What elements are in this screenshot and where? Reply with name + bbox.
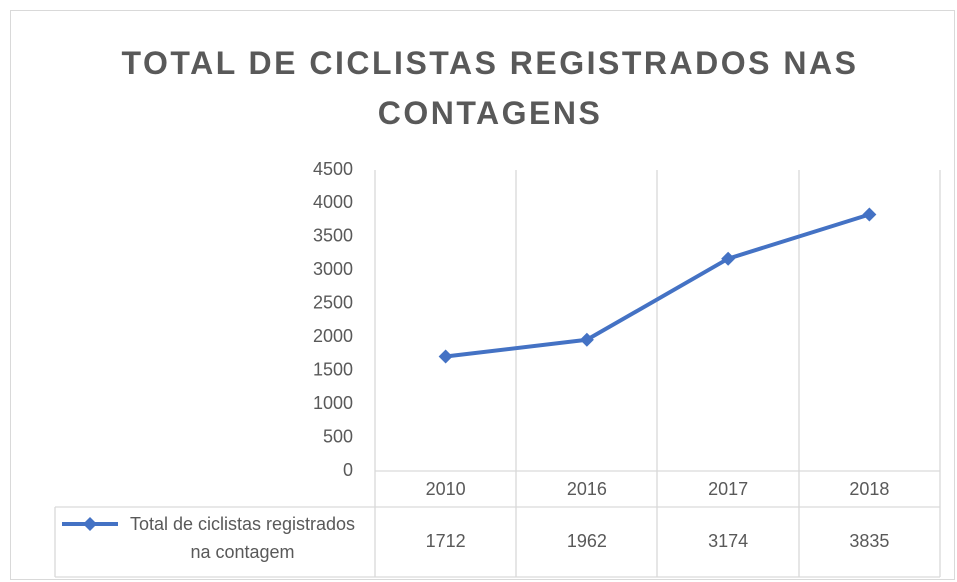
x-tick-label: 2016 — [567, 479, 607, 499]
x-tick-label: 2018 — [849, 479, 889, 499]
y-tick-label: 500 — [323, 426, 353, 446]
y-tick-label: 4000 — [313, 192, 353, 212]
y-tick-label: 1500 — [313, 359, 353, 379]
point-marker — [862, 207, 877, 222]
table-value: 1712 — [426, 531, 466, 551]
x-tick-label: 2017 — [708, 479, 748, 499]
y-tick-label: 3500 — [313, 226, 353, 246]
point-marker — [579, 332, 594, 347]
chart-frame — [10, 10, 955, 580]
chart-title: TOTAL DE CICLISTAS REGISTRADOS NAS CONTA… — [121, 45, 859, 131]
y-tick-label: 2000 — [313, 326, 353, 346]
table-value: 3835 — [849, 531, 889, 551]
point-marker — [721, 251, 736, 266]
table-value: 1962 — [567, 531, 607, 551]
table-value: 3174 — [708, 531, 748, 551]
y-tick-label: 3000 — [313, 259, 353, 279]
x-tick-label: 2010 — [426, 479, 466, 499]
y-tick-label: 4500 — [313, 159, 353, 179]
y-tick-label: 1000 — [313, 393, 353, 413]
y-tick-label: 2500 — [313, 293, 353, 313]
legend-key-marker — [83, 517, 97, 531]
line-series — [445, 212, 870, 359]
y-tick-label: 0 — [343, 460, 353, 480]
legend-label: Total de ciclistas registrados na contag… — [129, 514, 356, 562]
point-marker — [438, 349, 453, 364]
